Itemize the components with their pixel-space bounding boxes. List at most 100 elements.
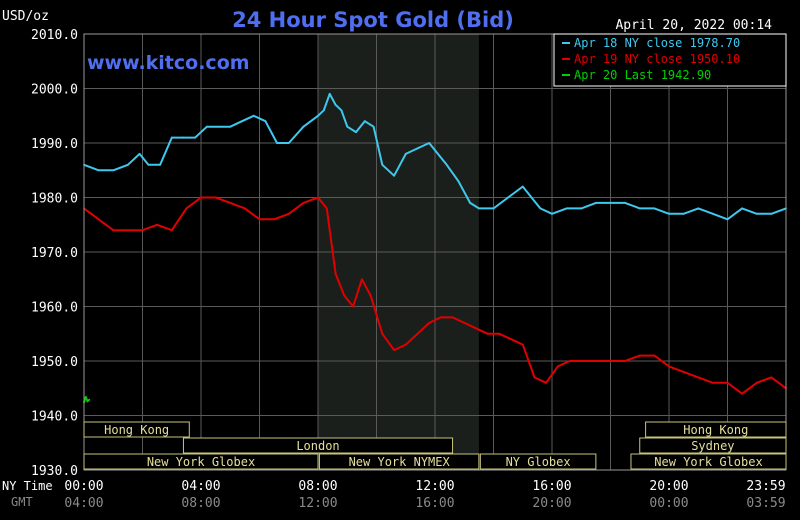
gmt-time-tick: 00:00	[649, 496, 688, 511]
series-point	[711, 212, 714, 215]
series-point	[352, 305, 354, 308]
legend-label: Apr 19 NY close 1950.10	[574, 52, 740, 66]
series-point	[580, 207, 583, 210]
ny-time-tick: 12:00	[415, 479, 454, 494]
series-point	[726, 218, 729, 221]
series-line-apr-18	[83, 92, 787, 221]
series-point	[141, 229, 144, 232]
y-tick-label: 2000.0	[31, 83, 78, 98]
legend-box: Apr 18 NY close 1978.70 Apr 19 NY close 1…	[553, 33, 787, 87]
y-tick-label: 1960.0	[31, 301, 78, 316]
session-label: New York Globex	[654, 455, 762, 469]
series-point	[530, 196, 533, 199]
series-point	[697, 207, 700, 210]
series-point	[475, 327, 477, 330]
series-point	[393, 174, 395, 177]
series-point	[638, 207, 641, 210]
plot-frame	[83, 33, 787, 471]
series-point	[668, 365, 670, 368]
series-point	[404, 343, 407, 346]
series-point	[156, 223, 159, 226]
session-bar	[83, 453, 319, 470]
session-label: London	[296, 439, 339, 453]
series-point	[726, 381, 729, 384]
series-layer	[83, 92, 787, 404]
ny-time-row-label: NY Time	[2, 479, 53, 493]
series-point	[770, 376, 773, 379]
session-bar	[630, 453, 787, 470]
series-point	[697, 376, 700, 379]
series-point	[363, 120, 366, 123]
series-point	[343, 294, 346, 297]
series-point	[229, 202, 232, 204]
gmt-time-tick: 20:00	[532, 496, 571, 511]
y-tick-label: 1930.0	[31, 464, 78, 479]
ny-time-tick: 00:00	[64, 479, 103, 494]
series-point	[668, 212, 670, 215]
series-point	[126, 163, 129, 166]
series-point	[755, 212, 758, 215]
y-tick-label: 1970.0	[31, 246, 78, 261]
series-point	[276, 142, 278, 144]
legend-entries: Apr 18 NY close 1978.70 Apr 19 NY close 1…	[562, 36, 740, 82]
series-point	[624, 202, 627, 204]
series-point	[86, 400, 89, 403]
series-point	[97, 169, 100, 172]
series-point	[214, 196, 217, 199]
series-point	[469, 202, 471, 204]
series-point	[565, 207, 568, 210]
series-point	[381, 163, 384, 166]
series-point	[428, 142, 431, 144]
time-axis-labels: 00:00 04:00 04:00 08:00 08:00 12:00 12:00 16:00…	[64, 479, 785, 511]
series-point	[355, 131, 357, 134]
series-point	[194, 136, 197, 139]
series-point	[755, 381, 758, 384]
series-point	[147, 163, 150, 166]
legend-label: Apr 18 NY close 1978.70	[574, 36, 740, 50]
gmt-time-tick: 04:00	[64, 496, 103, 511]
series-point	[682, 371, 685, 373]
series-point	[334, 272, 337, 275]
series-point	[439, 316, 442, 319]
series-point	[580, 360, 583, 362]
series-point	[445, 163, 448, 166]
series-point	[340, 109, 343, 112]
series-point	[428, 321, 431, 324]
timestamp: April 20, 2022 00:14	[615, 18, 772, 33]
series-point	[229, 125, 232, 128]
series-point	[217, 125, 220, 128]
series-point	[159, 163, 161, 166]
legend-frame	[553, 33, 787, 87]
series-point	[609, 360, 612, 362]
series-point	[328, 93, 331, 95]
series-point	[451, 316, 454, 319]
unit-label: USD/oz	[2, 9, 49, 24]
series-point	[741, 207, 744, 210]
y-tick-labels: 2010.0 2000.0 1990.0 1980.0 1970.0 1960.0 1950…	[31, 28, 78, 479]
series-point	[317, 114, 319, 117]
session-bar	[182, 437, 454, 454]
session-bar	[645, 421, 787, 438]
ny-time-tick: 08:00	[298, 479, 337, 494]
series-point	[477, 207, 480, 210]
series-point	[556, 365, 559, 368]
session-bar	[83, 421, 190, 438]
ny-time-tick: 20:00	[649, 479, 688, 494]
series-point	[393, 349, 395, 351]
session-label: Hong Kong	[683, 423, 748, 437]
series-point	[653, 207, 656, 210]
ny-time-tick: 04:00	[181, 479, 220, 494]
y-tick-label: 1980.0	[31, 192, 78, 207]
series-point	[568, 360, 571, 362]
series-point	[325, 207, 328, 210]
y-tick-label: 1950.0	[31, 355, 78, 370]
series-point	[437, 153, 439, 155]
series-point	[545, 381, 548, 384]
series-point	[273, 218, 276, 221]
series-point	[416, 147, 419, 150]
series-point	[653, 354, 656, 357]
series-point	[594, 202, 597, 204]
series-point	[252, 114, 255, 117]
series-point	[241, 120, 243, 123]
session-bar	[639, 437, 787, 454]
